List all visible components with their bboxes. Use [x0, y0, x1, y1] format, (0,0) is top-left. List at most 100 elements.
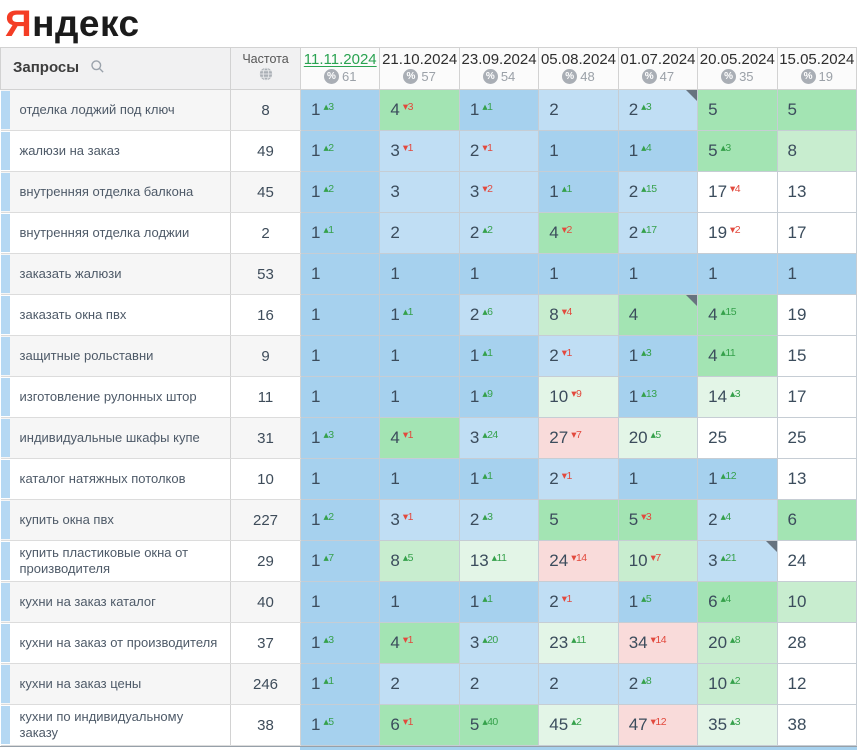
position-cell[interactable]: 47 ▾12 [618, 704, 699, 746]
position-cell[interactable]: 2 ▴2 [459, 212, 540, 254]
query-cell[interactable]: заказать окна пвх [0, 294, 231, 336]
date-link[interactable]: 21.10.2024 [382, 51, 458, 68]
position-cell[interactable]: 15 [777, 335, 857, 377]
position-cell[interactable]: 2 ▾1 [538, 458, 619, 500]
position-cell[interactable]: 4 ▾2 [538, 212, 619, 254]
position-cell[interactable]: 5 ▾3 [618, 499, 699, 541]
position-cell[interactable]: 1 ▴2 [300, 171, 381, 213]
position-cell[interactable]: 1 [538, 253, 619, 295]
query-cell[interactable]: купить окна пвх [0, 499, 231, 541]
position-cell[interactable]: 24 ▾14 [538, 540, 619, 582]
position-cell[interactable]: 6 ▾1 [379, 704, 460, 746]
query-cell[interactable]: изготовление рулонных штор [0, 376, 231, 418]
position-cell[interactable]: 13 [777, 458, 857, 500]
position-cell[interactable]: 13 ▴11 [459, 540, 540, 582]
query-cell[interactable]: внутренняя отделка лоджии [0, 212, 231, 254]
position-cell[interactable]: 8 ▾4 [538, 294, 619, 336]
position-cell[interactable]: 8 ▴5 [379, 540, 460, 582]
position-cell[interactable]: 1 ▴3 [618, 335, 699, 377]
position-cell[interactable]: 5 [777, 89, 857, 131]
position-cell[interactable]: 6 [777, 499, 857, 541]
query-cell[interactable]: жалюзи на заказ [0, 130, 231, 172]
position-cell[interactable]: 1 ▴1 [538, 171, 619, 213]
query-cell[interactable]: отделка лоджий под ключ [0, 89, 231, 131]
position-cell[interactable]: 12 [777, 663, 857, 705]
position-cell[interactable]: 10 [777, 581, 857, 623]
position-cell[interactable]: 1 [618, 253, 699, 295]
position-cell[interactable]: 10 ▾9 [538, 376, 619, 418]
position-cell[interactable]: 4 ▾1 [379, 417, 460, 459]
position-cell[interactable]: 20 ▴8 [697, 622, 778, 664]
date-link[interactable]: 23.09.2024 [461, 51, 537, 68]
position-cell[interactable]: 1 ▴1 [459, 458, 540, 500]
position-cell[interactable]: 34 ▾14 [618, 622, 699, 664]
position-cell[interactable]: 2 ▾1 [538, 581, 619, 623]
query-cell[interactable]: купить пластиковые окна от производителя [0, 540, 231, 582]
date-link[interactable]: 15.05.2024 [779, 51, 855, 68]
position-cell[interactable]: 1 [379, 253, 460, 295]
position-cell[interactable]: 24 [777, 540, 857, 582]
search-icon[interactable] [90, 59, 105, 78]
position-cell[interactable]: 1 ▴1 [300, 663, 381, 705]
position-cell[interactable]: 8 [777, 130, 857, 172]
position-cell[interactable]: 2 [538, 663, 619, 705]
date-link[interactable]: 20.05.2024 [699, 51, 775, 68]
position-cell[interactable]: 27 ▾7 [538, 417, 619, 459]
position-cell[interactable]: 1 ▴1 [300, 212, 381, 254]
position-cell[interactable]: 1 [379, 581, 460, 623]
position-cell[interactable]: 2 ▴3 [459, 499, 540, 541]
position-cell[interactable]: 25 [777, 417, 857, 459]
position-cell[interactable]: 1 [379, 458, 460, 500]
position-cell[interactable]: 3 [379, 171, 460, 213]
position-cell[interactable]: 6 ▴4 [697, 581, 778, 623]
position-cell[interactable]: 13 [777, 171, 857, 213]
position-cell[interactable]: 1 [538, 130, 619, 172]
position-cell[interactable]: 2 [459, 663, 540, 705]
position-cell[interactable]: 5 [538, 499, 619, 541]
position-cell[interactable]: 19 ▾2 [697, 212, 778, 254]
position-cell[interactable]: 5 [697, 89, 778, 131]
position-cell[interactable]: 1 ▴3 [300, 622, 381, 664]
query-cell[interactable]: индивидуальные шкафы купе [0, 417, 231, 459]
position-cell[interactable]: 4 ▴15 [697, 294, 778, 336]
position-cell[interactable]: 1 ▴9 [459, 376, 540, 418]
position-cell[interactable]: 3 ▴24 [459, 417, 540, 459]
query-cell[interactable]: кухни на заказ каталог [0, 581, 231, 623]
position-cell[interactable]: 17 [777, 212, 857, 254]
position-cell[interactable]: 19 [777, 294, 857, 336]
position-cell[interactable]: 1 [459, 253, 540, 295]
position-cell[interactable]: 14 ▴3 [697, 376, 778, 418]
position-cell[interactable]: 10 ▾7 [618, 540, 699, 582]
position-cell[interactable]: 1 [300, 458, 381, 500]
position-cell[interactable]: 2 ▾1 [459, 130, 540, 172]
position-cell[interactable]: 4 ▴11 [697, 335, 778, 377]
position-cell[interactable]: 1 ▴1 [459, 581, 540, 623]
query-cell[interactable]: защитные рольставни [0, 335, 231, 377]
position-cell[interactable]: 2 [379, 663, 460, 705]
position-cell[interactable]: 35 ▴3 [697, 704, 778, 746]
position-cell[interactable]: 17 [777, 376, 857, 418]
position-cell[interactable]: 1 [697, 253, 778, 295]
position-cell[interactable]: 2 ▴6 [459, 294, 540, 336]
position-cell[interactable]: 2 [538, 89, 619, 131]
position-cell[interactable]: 25 [697, 417, 778, 459]
query-cell[interactable]: внутренняя отделка балкона [0, 171, 231, 213]
position-cell[interactable]: 4 ▾3 [379, 89, 460, 131]
position-cell[interactable]: 3 ▴20 [459, 622, 540, 664]
position-cell[interactable]: 1 [300, 335, 381, 377]
position-cell[interactable]: 38 [777, 704, 857, 746]
position-cell[interactable]: 17 ▾4 [697, 171, 778, 213]
position-cell[interactable]: 1 ▴1 [379, 294, 460, 336]
position-cell[interactable]: 1 ▴2 [300, 130, 381, 172]
position-cell[interactable]: 1 ▴1 [459, 335, 540, 377]
query-cell[interactable]: заказать жалюзи [0, 253, 231, 295]
position-cell[interactable]: 20 ▴5 [618, 417, 699, 459]
position-cell[interactable]: 1 [300, 376, 381, 418]
query-cell[interactable]: кухни на заказ цены [0, 663, 231, 705]
position-cell[interactable]: 1 ▴5 [300, 704, 381, 746]
position-cell[interactable]: 4 [618, 294, 699, 336]
position-cell[interactable]: 1 [300, 581, 381, 623]
position-cell[interactable]: 1 [300, 294, 381, 336]
date-link[interactable]: 11.11.2024 [303, 51, 377, 68]
position-cell[interactable]: 23 ▴11 [538, 622, 619, 664]
